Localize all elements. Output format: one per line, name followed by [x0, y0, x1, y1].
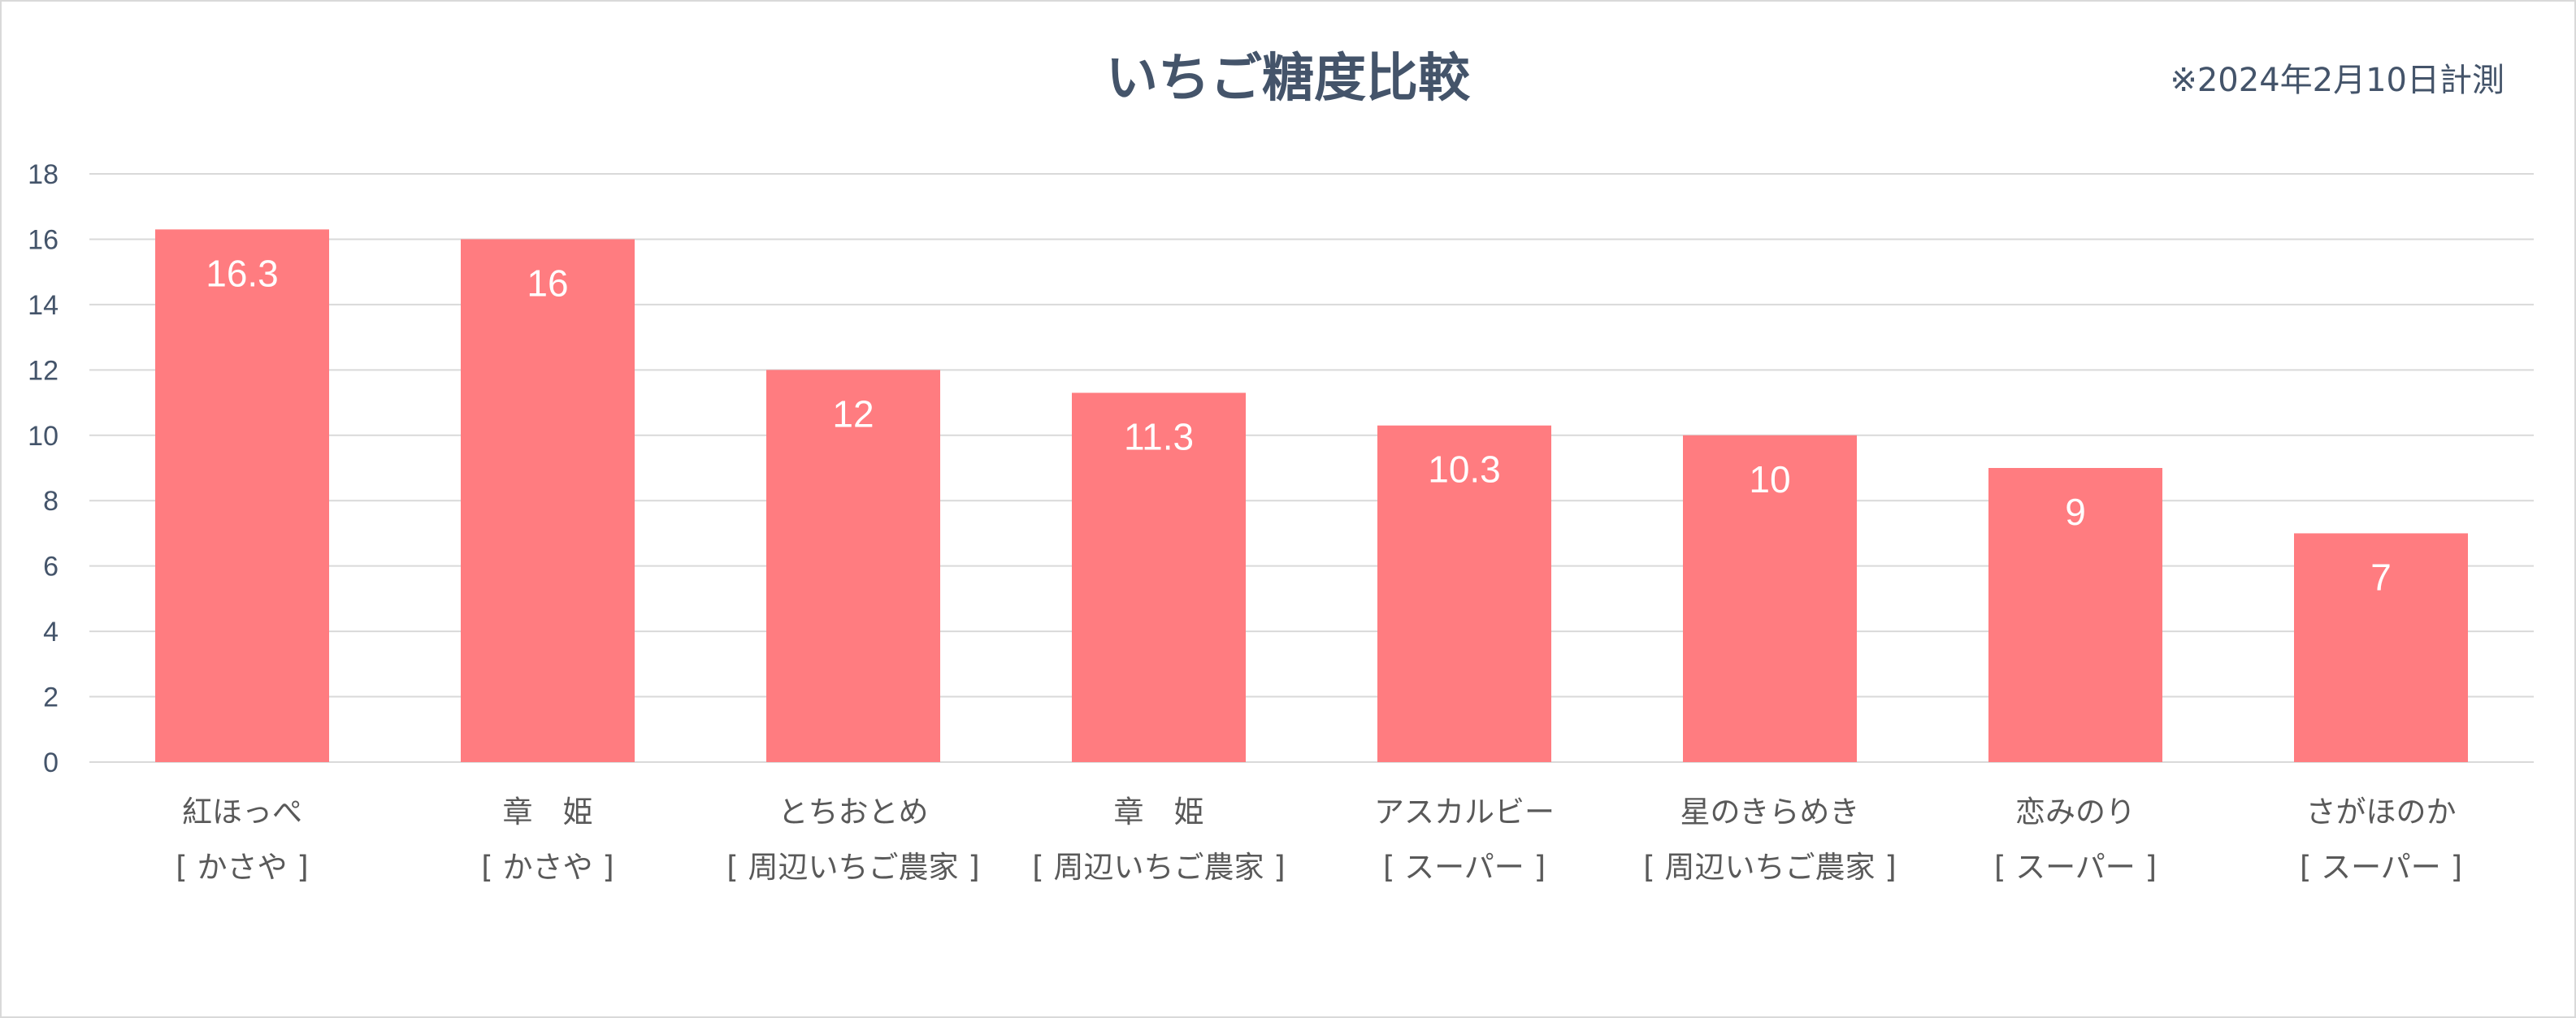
bar [2294, 533, 2468, 762]
x-tick-label: アスカルビー [1374, 795, 1555, 830]
bars: 16.3 16 12 11.3 10.3 10 9 7 [155, 229, 2468, 762]
data-label: 16 [527, 262, 568, 304]
x-tick-label: 紅ほっぺ [182, 795, 302, 830]
bar [461, 239, 635, 762]
y-tick-label: 2 [43, 682, 59, 713]
x-tick-sublabel: [ 周辺いちご農家 ] [1643, 850, 1896, 885]
gridlines [89, 173, 2534, 763]
x-tick-sublabel: [ 周辺いちご農家 ] [1032, 850, 1285, 885]
y-tick-label: 0 [43, 747, 59, 778]
x-tick-label: さがほのか [2306, 795, 2457, 830]
bar [1072, 392, 1246, 762]
data-label: 11.3 [1124, 415, 1194, 457]
y-tick-label: 12 [28, 355, 59, 386]
data-label: 7 [2370, 556, 2392, 598]
measurement-note: ※2024年2月10日計測 [2170, 62, 2504, 99]
x-tick-label: 恋みのり [2015, 795, 2136, 830]
x-tick-sublabel: [ かさや ] [481, 850, 614, 885]
x-tick-sublabel: [ かさや ] [176, 850, 308, 885]
x-tick-sublabel: [ 周辺いちご農家 ] [726, 850, 979, 885]
y-axis-ticks: 0 2 4 6 8 10 12 14 16 18 [28, 159, 59, 778]
x-tick-label: とちおとめ [778, 795, 929, 830]
data-label: 9 [2065, 491, 2086, 533]
y-tick-label: 4 [43, 617, 59, 648]
bar [155, 229, 329, 762]
bar [766, 370, 940, 762]
y-tick-label: 6 [43, 552, 59, 583]
data-label: 10 [1749, 458, 1790, 500]
data-label: 12 [832, 392, 874, 435]
x-tick-label: 章 姫 [1114, 795, 1204, 830]
x-axis-labels: 紅ほっぺ [ かさや ] 章 姫 [ かさや ] とちおとめ [ 周辺いちご農家 ] 章 姫… [176, 795, 2462, 885]
x-tick-sublabel: [ スーパー ] [1383, 850, 1546, 885]
bar [1988, 468, 2162, 762]
bar [1377, 425, 1551, 762]
y-tick-label: 8 [43, 486, 59, 517]
chart-title: いちご糖度比較 [1106, 49, 1471, 109]
bar [1683, 435, 1857, 762]
x-tick-label: 章 姫 [503, 795, 593, 830]
x-tick-sublabel: [ スーパー ] [1994, 850, 2157, 885]
y-tick-label: 18 [28, 159, 59, 190]
y-tick-label: 16 [28, 224, 59, 255]
x-tick-label: 星のきらめき [1680, 795, 1860, 830]
data-label: 16.3 [206, 252, 279, 294]
y-tick-label: 14 [28, 290, 59, 321]
x-tick-sublabel: [ スーパー ] [2300, 850, 2462, 885]
y-tick-label: 10 [28, 421, 59, 452]
data-label: 10.3 [1428, 448, 1501, 491]
